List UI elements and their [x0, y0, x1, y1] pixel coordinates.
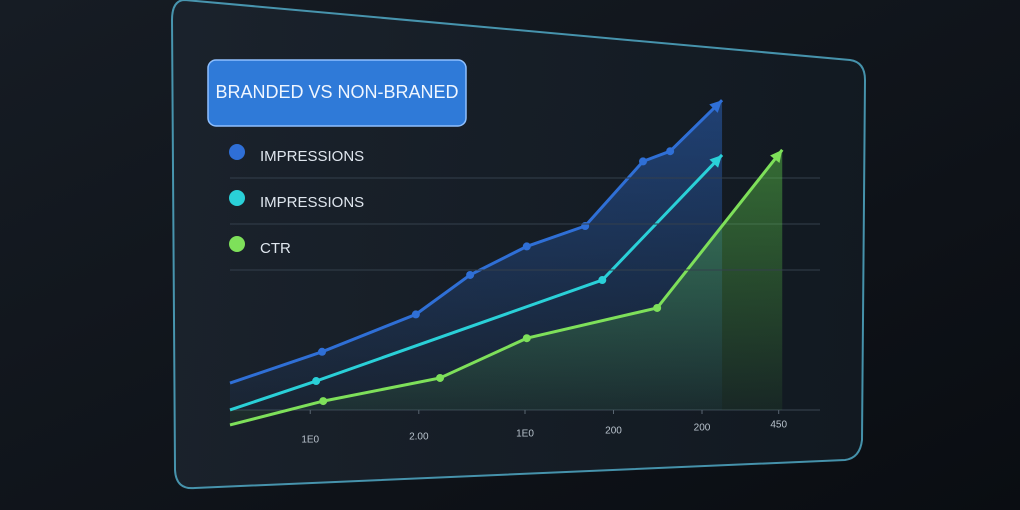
point	[666, 147, 675, 156]
point	[522, 242, 531, 251]
point	[436, 373, 445, 382]
x-tick-label: 450	[770, 420, 787, 431]
point	[319, 397, 328, 406]
plot: 1E0 2.00 1E0 200 200 450 IMPRESSIONS IMPRESSION…	[229, 99, 820, 446]
point	[598, 276, 607, 285]
legend-marker	[229, 190, 245, 206]
point	[639, 157, 647, 166]
point	[312, 377, 321, 386]
area	[230, 149, 783, 425]
point	[466, 270, 475, 279]
arrow-head	[709, 100, 723, 113]
title-box	[207, 59, 467, 127]
x-tick-label: 200	[694, 423, 711, 434]
legend-marker	[229, 144, 245, 160]
series-line	[229, 153, 724, 412]
x-tick-label: 200	[605, 426, 622, 437]
x-tick-label: 1E0	[516, 429, 534, 440]
chart-title: BRANDED VS NON-BRANED	[215, 82, 458, 102]
point	[653, 303, 662, 312]
x-tick-label: 2.00	[409, 432, 429, 443]
point	[581, 222, 590, 230]
legend-label: IMPRESSIONS	[260, 194, 364, 211]
point	[411, 310, 420, 319]
point	[522, 334, 531, 343]
arrow-head	[770, 149, 783, 163]
point	[318, 347, 327, 356]
series-line	[229, 148, 784, 427]
legend-marker	[229, 236, 245, 252]
legend-label: CTR	[260, 240, 291, 257]
legend-label: IMPRESSIONS	[260, 148, 364, 165]
x-tick-label: 1E0	[301, 435, 319, 446]
arrow-head	[709, 154, 723, 168]
